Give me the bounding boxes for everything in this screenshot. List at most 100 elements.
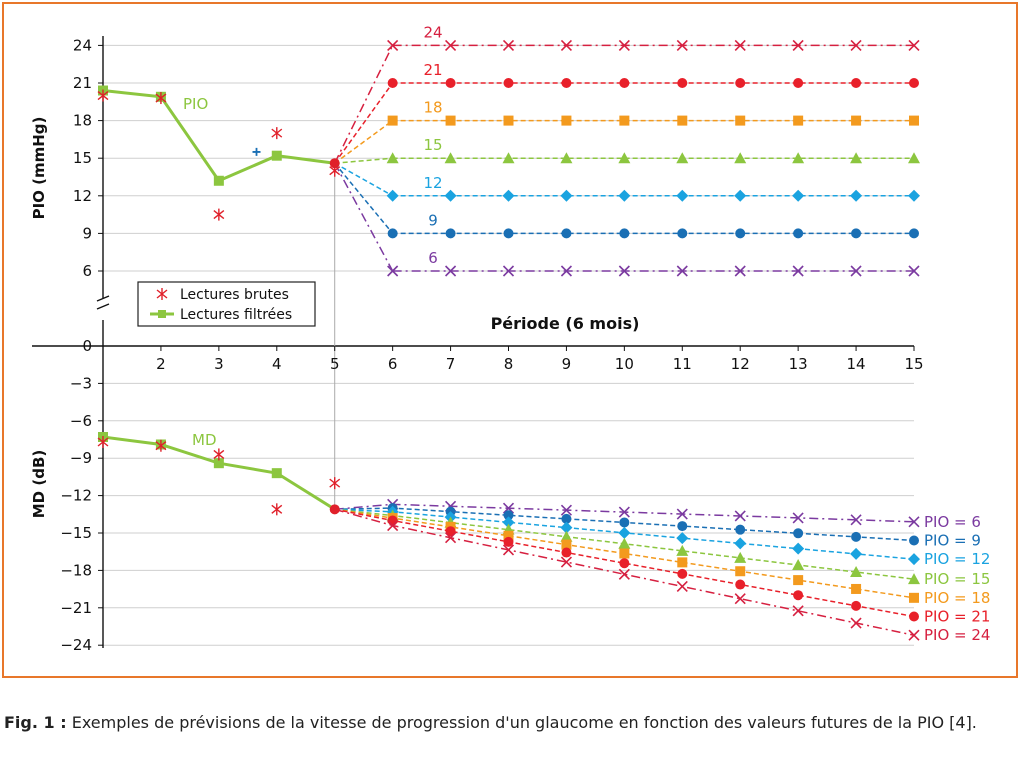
md-forecast-label-PIO18: PIO = 18 bbox=[924, 589, 990, 607]
pio-tick-label: 12 bbox=[73, 187, 92, 205]
md-forecast-marker-PIO21 bbox=[561, 547, 572, 558]
pio-forecast-marker-21 bbox=[445, 78, 456, 88]
md-tick-label: 0 bbox=[82, 337, 92, 355]
pio-forecast-marker-15 bbox=[734, 152, 747, 164]
md-forecast-marker-PIO9 bbox=[793, 528, 804, 539]
md-forecast-marker-PIO21 bbox=[735, 579, 746, 590]
pio-forecast-marker-6 bbox=[502, 265, 515, 277]
pio-extra-marker bbox=[252, 147, 261, 156]
md-forecast-marker-PIO9 bbox=[503, 510, 514, 521]
pio-forecast-marker-15 bbox=[618, 152, 631, 164]
md-tick-label: −15 bbox=[60, 524, 92, 542]
pio-tick-label: 24 bbox=[73, 36, 92, 54]
md-forecast-marker-PIO24 bbox=[676, 580, 688, 593]
figure-frame bbox=[2, 2, 1018, 678]
pio-forecast-label-6: 6 bbox=[428, 249, 438, 267]
md-forecast-marker-PIO24 bbox=[908, 629, 920, 641]
md-raw-marker bbox=[329, 477, 341, 490]
x-axis-title: Période (6 mois) bbox=[491, 314, 640, 333]
md-forecast-marker-PIO18 bbox=[735, 566, 746, 577]
pio-forecast-label-18: 18 bbox=[423, 99, 442, 117]
md-filtered-line bbox=[102, 435, 336, 511]
x-tick-label: 4 bbox=[272, 355, 282, 373]
md-forecast-marker-PIO21 bbox=[677, 568, 688, 579]
pio-forecast-marker-6 bbox=[560, 265, 572, 277]
pio-forecast-line-6 bbox=[334, 162, 394, 272]
pio-raw-marker bbox=[97, 89, 109, 102]
pio-forecast-label-15: 15 bbox=[423, 136, 442, 154]
pio-forecast-marker-21 bbox=[851, 78, 862, 88]
x-tick-label: 15 bbox=[904, 355, 923, 373]
caption-text: Exemples de prévisions de la vitesse de … bbox=[71, 713, 977, 732]
pio-forecast-marker-21 bbox=[619, 78, 630, 88]
pio-forecast-marker-12 bbox=[502, 189, 515, 202]
md-filtered-marker bbox=[271, 468, 282, 479]
pio-forecast-marker-12 bbox=[444, 189, 457, 202]
md-forecast-label-PIO6: PIO = 6 bbox=[924, 513, 981, 531]
pio-forecast-marker-15 bbox=[386, 152, 399, 164]
figure-caption: Fig. 1 : Exemples de prévisions de la vi… bbox=[4, 712, 1020, 734]
md-filtered-marker bbox=[213, 458, 224, 469]
pio-forecast-marker-18 bbox=[677, 115, 688, 126]
pio-forecast-marker-15 bbox=[908, 152, 920, 164]
pio-forecast-marker-18 bbox=[387, 115, 398, 126]
md-tick-label: −3 bbox=[70, 374, 92, 392]
pio-forecast-marker-6 bbox=[850, 265, 862, 277]
pio-forecast-marker-6 bbox=[734, 265, 746, 277]
pio-forecast-marker-12 bbox=[850, 189, 863, 202]
pio-forecast-line-12 bbox=[334, 162, 394, 197]
md-forecast-marker-PIO24 bbox=[387, 519, 399, 532]
pio-forecast-marker-24 bbox=[618, 39, 630, 51]
pio-forecast-label-9: 9 bbox=[428, 211, 438, 229]
md-forecast-label-PIO21: PIO = 21 bbox=[924, 608, 990, 626]
md-forecast-marker-PIO6 bbox=[908, 516, 920, 528]
pio-forecast-marker-12 bbox=[618, 189, 631, 202]
md-tick-label: −21 bbox=[60, 599, 92, 617]
pio-forecast-marker-21 bbox=[909, 78, 919, 88]
x-tick-label: 7 bbox=[446, 355, 456, 373]
md-tick-label: −9 bbox=[70, 449, 92, 467]
pio-forecast-line-15 bbox=[334, 157, 393, 164]
pio-forecast-marker-21 bbox=[735, 78, 746, 88]
pio-forecast-marker-18 bbox=[561, 115, 572, 126]
md-forecast-marker-PIO18 bbox=[561, 539, 572, 550]
pio-forecast-marker-18 bbox=[619, 115, 630, 126]
pio-forecast-line-18 bbox=[334, 119, 394, 164]
pio-forecast-label-21: 21 bbox=[423, 61, 442, 79]
pio-forecast-marker-24 bbox=[792, 39, 804, 51]
md-forecast-marker-PIO21 bbox=[619, 558, 630, 569]
md-tick-label: −18 bbox=[60, 561, 92, 579]
pio-forecast-marker-12 bbox=[792, 189, 805, 202]
md-forecast-marker-PIO6 bbox=[618, 506, 630, 518]
md-forecast-marker-PIO15 bbox=[908, 573, 920, 585]
x-tick-label: 13 bbox=[789, 355, 808, 373]
md-raw-marker bbox=[271, 503, 283, 516]
legend-label-raw: Lectures brutes bbox=[180, 287, 289, 303]
pio-filtered-marker bbox=[329, 158, 340, 169]
x-tick-label: 12 bbox=[731, 355, 750, 373]
pio-raw-marker bbox=[329, 164, 341, 177]
md-tick-label: −6 bbox=[70, 412, 92, 430]
md-forecast-marker-PIO6 bbox=[676, 508, 688, 520]
pio-forecast-marker-21 bbox=[561, 78, 572, 88]
pio-forecast-marker-21 bbox=[387, 78, 398, 88]
pio-forecast-marker-24 bbox=[676, 39, 688, 51]
md-forecast-marker-PIO18 bbox=[503, 530, 514, 541]
md-tick-label: −12 bbox=[60, 487, 92, 505]
pio-forecast-marker-9 bbox=[793, 228, 804, 239]
pio-forecast-marker-18 bbox=[735, 115, 746, 126]
md-forecast-marker-PIO24 bbox=[792, 605, 804, 617]
md-forecast-marker-PIO24 bbox=[445, 532, 457, 544]
pio-forecast-marker-6 bbox=[676, 265, 688, 277]
md-forecast-marker-PIO6 bbox=[850, 514, 862, 526]
legend-label-filtered: Lectures filtrées bbox=[180, 307, 292, 323]
md-forecast-marker-PIO15 bbox=[850, 566, 863, 578]
md-forecast-marker-PIO21 bbox=[793, 590, 804, 601]
md-forecast-marker-PIO9 bbox=[909, 535, 919, 546]
pio-forecast-marker-21 bbox=[793, 78, 804, 88]
md-forecast-marker-PIO18 bbox=[909, 592, 919, 603]
x-tick-label: 14 bbox=[847, 355, 866, 373]
pio-forecast-marker-6 bbox=[387, 265, 399, 277]
md-forecast-line-PIO24 bbox=[334, 508, 915, 636]
pio-forecast-marker-24 bbox=[502, 39, 515, 51]
